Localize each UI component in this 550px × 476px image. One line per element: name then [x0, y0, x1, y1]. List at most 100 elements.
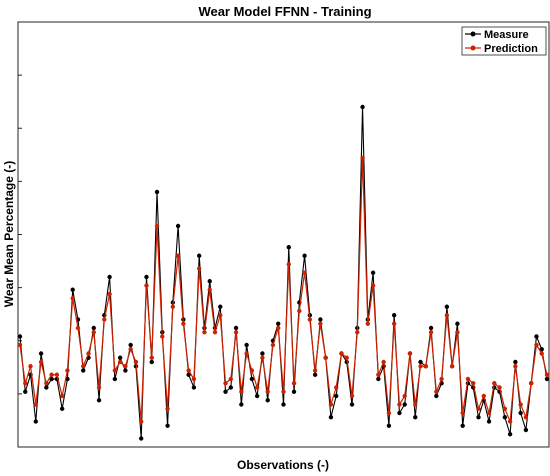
data-point-prediction — [328, 402, 334, 407]
data-point-prediction — [386, 410, 392, 416]
data-point-prediction — [318, 321, 323, 326]
data-point-measure — [128, 342, 133, 348]
data-point-prediction — [239, 389, 244, 394]
data-point-measure — [49, 376, 54, 382]
data-point-prediction — [444, 313, 450, 318]
legend: Measure Prediction — [461, 26, 547, 56]
data-point-prediction — [139, 419, 144, 424]
data-point-measure — [370, 270, 376, 275]
y-axis-label: Wear Mean Percentage (-) — [2, 161, 16, 308]
data-point-measure — [434, 393, 439, 399]
data-point-prediction — [492, 381, 497, 386]
data-point-measure — [312, 372, 318, 377]
data-point-measure — [207, 279, 212, 284]
data-point-measure — [539, 347, 544, 352]
data-point-measure — [360, 104, 365, 110]
data-point-measure — [302, 253, 307, 258]
data-point-prediction — [144, 283, 149, 288]
data-point-prediction — [123, 364, 128, 369]
data-point-measure — [455, 321, 460, 326]
data-point-prediction — [175, 253, 181, 258]
data-point-prediction — [460, 410, 465, 416]
data-point-measure — [70, 287, 75, 292]
data-point-prediction — [102, 317, 107, 322]
data-point-measure — [228, 385, 233, 390]
data-point-prediction — [75, 325, 81, 331]
data-point-prediction — [170, 304, 176, 309]
data-point-measure — [413, 415, 418, 420]
data-point-prediction — [407, 351, 413, 356]
data-point-prediction — [260, 355, 265, 360]
data-point-prediction — [191, 376, 197, 382]
data-point-measure — [23, 389, 28, 394]
data-point-prediction — [434, 389, 439, 394]
data-point-measure — [81, 368, 86, 373]
data-point-prediction — [471, 381, 476, 386]
data-point-measure — [123, 368, 128, 373]
data-point-prediction — [23, 381, 28, 386]
data-point-measure — [276, 321, 281, 326]
data-point-measure — [154, 189, 160, 195]
data-point-prediction — [365, 321, 371, 326]
data-point-prediction — [270, 342, 276, 348]
data-point-prediction — [96, 385, 102, 390]
data-point-prediction — [133, 359, 139, 365]
data-point-measure — [397, 410, 402, 416]
data-point-prediction — [128, 347, 133, 352]
data-point-measure — [486, 419, 492, 424]
data-point-measure — [191, 385, 197, 390]
data-point-prediction — [323, 355, 328, 360]
data-point-measure — [165, 423, 170, 428]
data-point-measure — [260, 351, 265, 356]
data-point-prediction — [370, 283, 376, 288]
data-point-measure — [507, 432, 513, 437]
data-point-prediction — [355, 330, 360, 335]
data-point-prediction — [54, 372, 60, 377]
data-point-prediction — [391, 321, 397, 326]
data-point-measure — [186, 372, 191, 377]
data-point-measure — [139, 436, 144, 441]
data-point-prediction — [207, 287, 212, 292]
data-point-measure — [281, 402, 286, 407]
data-point-prediction — [49, 372, 54, 377]
data-point-prediction — [523, 415, 529, 420]
data-point-prediction — [455, 330, 460, 335]
data-point-prediction — [86, 351, 91, 356]
chart-title: Wear Model FFNN - Training — [198, 4, 371, 19]
data-point-prediction — [486, 410, 492, 416]
data-point-prediction — [418, 364, 423, 369]
data-point-measure — [249, 376, 255, 382]
data-point-prediction — [291, 381, 297, 386]
data-point-prediction — [497, 385, 502, 390]
data-point-prediction — [112, 368, 118, 373]
data-point-prediction — [397, 402, 402, 407]
data-point-prediction — [276, 325, 281, 331]
data-point-prediction — [544, 372, 550, 377]
data-point-prediction — [160, 334, 165, 339]
data-point-measure — [239, 402, 244, 407]
data-point-prediction — [28, 364, 33, 369]
series-layer — [17, 104, 550, 441]
data-point-measure — [318, 317, 323, 322]
data-point-measure — [418, 359, 423, 365]
data-point-prediction — [254, 385, 260, 390]
data-point-measure — [328, 415, 334, 420]
data-point-measure — [334, 393, 339, 399]
data-point-measure — [265, 398, 270, 403]
data-point-measure — [291, 389, 297, 394]
data-point-prediction — [212, 330, 218, 335]
data-point-measure — [59, 406, 65, 411]
data-point-prediction — [507, 419, 513, 424]
data-point-measure — [513, 359, 518, 365]
data-point-prediction — [249, 368, 255, 373]
data-point-prediction — [33, 402, 39, 407]
data-point-measure — [117, 355, 123, 360]
data-point-prediction — [465, 376, 471, 382]
data-point-prediction — [297, 308, 302, 314]
x-axis-label: Observations (-) — [237, 458, 329, 472]
data-point-prediction — [218, 313, 223, 318]
data-point-prediction — [59, 393, 65, 399]
data-point-measure — [91, 325, 96, 331]
data-point-prediction — [265, 389, 270, 394]
